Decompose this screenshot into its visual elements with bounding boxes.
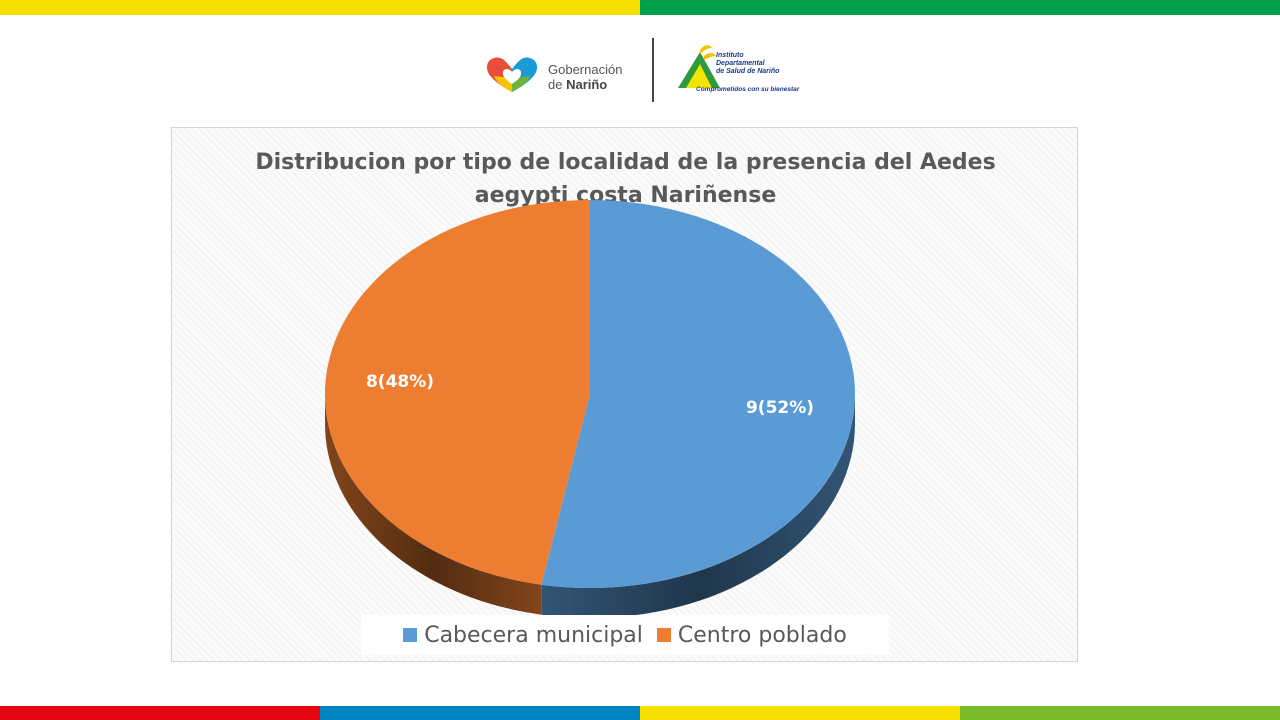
top-color-band (0, 0, 1280, 15)
chart-title-line1: Distribucion por tipo de localidad de la… (255, 150, 996, 175)
legend-swatch (656, 628, 671, 642)
ids-wordmark: Instituto Departamental de Salud de Nari… (716, 52, 779, 76)
ids-emblem-logo (678, 45, 720, 88)
ids-line2: Departamental (716, 60, 765, 67)
ids-line3: de Salud de Nariño (716, 68, 780, 75)
legend-label: Cabecera municipal (424, 622, 643, 648)
bottom-band-segment (640, 706, 960, 720)
top-band-segment (0, 0, 640, 15)
bottom-band-segment (320, 706, 640, 720)
bottom-band-segment (960, 706, 1280, 720)
pie-slice-centro-poblado (324, 200, 590, 585)
pie-data-label: 9(52%) (746, 398, 814, 418)
gobernacion-heart-logo (486, 57, 538, 92)
logo-divider (652, 38, 654, 102)
ids-line1: Instituto (716, 52, 744, 59)
header-logos: Gobernación de Nariño Instituto Departam… (480, 38, 810, 104)
pie-chart: 9(52%) 8(48%) (324, 200, 855, 618)
ids-tagline: Comprometidos con su bienestar (696, 86, 800, 93)
gobernacion-line2-bold: Nariño (566, 77, 608, 92)
chart-title: Distribucion por tipo de localidad de la… (172, 146, 1079, 212)
pie-side-1 (325, 394, 542, 615)
top-band-segment (640, 0, 1280, 15)
legend-label: Centro poblado (677, 622, 847, 648)
gobernacion-line2-prefix: de (548, 77, 567, 92)
pie-slice-cabecera-municipal (541, 200, 855, 588)
gobernacion-line1: Gobernación (548, 62, 623, 77)
bottom-band-segment (0, 706, 320, 720)
chart-legend: Cabecera municipal Centro poblado (361, 615, 889, 655)
chart-area: Distribucion por tipo de localidad de la… (171, 127, 1078, 662)
bottom-color-band (0, 706, 1280, 720)
pie-data-label: 8(48%) (366, 372, 434, 392)
legend-item: Centro poblado (656, 622, 847, 648)
legend-swatch (403, 628, 418, 642)
pie-side-0 (541, 394, 855, 618)
gobernacion-wordmark: Gobernación de Nariño (548, 62, 622, 92)
legend-item: Cabecera municipal (403, 623, 643, 648)
